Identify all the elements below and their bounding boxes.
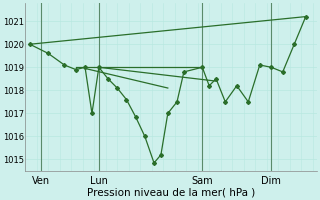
X-axis label: Pression niveau de la mer( hPa ): Pression niveau de la mer( hPa ) [87,187,255,197]
